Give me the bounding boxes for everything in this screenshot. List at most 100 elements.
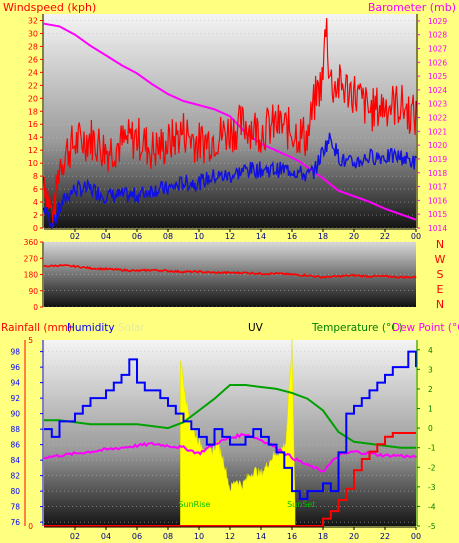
- winddir-tick-label: 360: [24, 238, 39, 247]
- wind-x-tick-label: 02: [70, 232, 80, 241]
- humidity-tick-label: 80: [10, 487, 20, 496]
- windspeed-tick-label: 2: [33, 211, 38, 220]
- barometer-tick-label: 1027: [428, 45, 447, 54]
- windspeed-tick-label: 6: [33, 185, 38, 194]
- windspeed-tick-label: 10: [28, 159, 38, 168]
- windspeed-tick-label: 28: [28, 42, 38, 51]
- temperature-legend: Temperature (°C): [311, 322, 403, 334]
- barometer-tick-label: 1015: [428, 210, 447, 219]
- compass-label: E: [437, 283, 444, 296]
- humidity-temp-chart: SunRise SunSet 76 78 80 82 84 86 88 90 92 94 96 98 0…: [1, 322, 459, 541]
- wind-x-tick-label: 10: [194, 232, 204, 241]
- barometer-axis: 1014 1015 1016 1017 1018 1019 1020 1021 1022 1023…: [416, 14, 447, 233]
- wind-x-tick-label: 12: [225, 232, 235, 241]
- sunrise-label: SunRise: [178, 500, 210, 509]
- humidity-x-tick-label: 00: [411, 532, 421, 541]
- rainfall-line: [44, 432, 416, 527]
- temperature-tick-label: 2: [428, 385, 433, 394]
- winddir-tick-label: 270: [24, 254, 39, 263]
- compass-label: N: [436, 238, 444, 251]
- wind-x-tick-label: 22: [380, 232, 390, 241]
- dewpoint-legend: Dew Point (°C): [392, 322, 459, 334]
- barometer-tick-label: 1020: [428, 141, 447, 150]
- humidity-tick-label: 88: [10, 425, 20, 434]
- temperature-tick-label: -4: [428, 502, 436, 511]
- humidity-tick-label: 84: [10, 456, 20, 465]
- humidity-tick-label: 94: [10, 379, 20, 388]
- temperature-tick-label: 0: [428, 424, 433, 433]
- barometer-tick-label: 1018: [428, 169, 447, 178]
- temperature-tick-label: -5: [428, 522, 436, 531]
- humidity-x-tick-label: 08: [163, 532, 173, 541]
- humidity-x-tick-label: 16: [287, 532, 297, 541]
- wind-x-tick-label: 00: [411, 232, 421, 241]
- barometer-tick-label: 1022: [428, 114, 447, 123]
- wind-x-tick-label: 14: [256, 232, 266, 241]
- humidity-x-tick-label: 12: [225, 532, 235, 541]
- windspeed-tick-label: 12: [28, 146, 38, 155]
- humidity-x-tick-label: 02: [70, 532, 80, 541]
- winddir-series: [43, 263, 417, 280]
- humidity-tick-label: 82: [10, 472, 20, 481]
- rainfall-axis: 05: [24, 336, 33, 531]
- solar-series: SunRise SunSet: [178, 339, 315, 527]
- compass-label: S: [437, 268, 444, 281]
- winddir-tick-label: 180: [24, 271, 39, 280]
- temperature-axis: -5 -4 -3 -2 -1 0 1 2 3 4: [416, 340, 436, 531]
- wind-plot-area: [44, 14, 416, 228]
- barometer-tick-label: 1024: [428, 86, 447, 95]
- humidity-series: [43, 350, 417, 527]
- humidity-line: [44, 350, 417, 500]
- compass-label: N: [436, 298, 444, 311]
- solar-legend: Solar: [118, 322, 145, 334]
- windspeed-tick-label: 16: [28, 120, 38, 129]
- barometer-tick-label: 1016: [428, 196, 447, 205]
- humidity-tick-label: 92: [10, 394, 20, 403]
- winddir-line: [43, 263, 417, 280]
- rainfall-legend: Rainfall (mm): [1, 322, 72, 334]
- wind-x-axis: 02 04 06 08 10 12 14 16 18 20 22 00: [44, 228, 421, 241]
- uv-legend: UV: [248, 322, 264, 334]
- humidity-tick-label: 76: [10, 518, 20, 527]
- barometer-tick-label: 1028: [428, 31, 447, 40]
- windspeed-average-line: [43, 132, 417, 230]
- temperature-line: [44, 384, 416, 449]
- windspeed-tick-label: 4: [33, 198, 38, 207]
- humidity-x-tick-label: 10: [194, 532, 204, 541]
- barometer-tick-label: 1023: [428, 100, 447, 109]
- wind-series: [43, 17, 417, 230]
- humidity-x-axis: 02 04 06 08 10 12 14 16 18 20 22 00: [44, 526, 421, 541]
- winddir-axis: 0 90 180 270 360: [24, 238, 44, 312]
- humidity-tick-label: 78: [10, 503, 20, 512]
- humidity-tick-label: 90: [10, 410, 20, 419]
- humidity-x-tick-label: 18: [318, 532, 328, 541]
- windspeed-legend: Windspeed (kph): [3, 1, 96, 14]
- temperature-tick-label: -3: [428, 483, 436, 492]
- barometer-tick-label: 1026: [428, 58, 447, 67]
- wind-x-tick-label: 06: [132, 232, 142, 241]
- windspeed-tick-label: 0: [33, 224, 38, 233]
- temperature-tick-label: -1: [428, 444, 436, 453]
- windspeed-tick-label: 22: [28, 81, 38, 90]
- humidity-tick-label: 98: [10, 348, 20, 357]
- humidity-x-tick-label: 06: [132, 532, 142, 541]
- compass-label: W: [435, 253, 446, 266]
- humidity-tick-label: 86: [10, 441, 20, 450]
- wind-x-tick-label: 20: [349, 232, 359, 241]
- barometer-tick-label: 1017: [428, 183, 447, 192]
- windspeed-tick-label: 32: [28, 16, 38, 25]
- wind-x-tick-label: 04: [101, 232, 111, 241]
- humidity-x-tick-label: 22: [380, 532, 390, 541]
- humidity-tick-label: 96: [10, 363, 20, 372]
- humidity-x-tick-label: 20: [349, 532, 359, 541]
- temperature-tick-label: -2: [428, 463, 436, 472]
- humidity-legend: Humidity: [67, 322, 115, 334]
- windspeed-tick-label: 26: [28, 55, 38, 64]
- humidity-x-tick-label: 04: [101, 532, 111, 541]
- rainfall-tick-label: 5: [28, 336, 33, 345]
- windspeed-tick-label: 18: [28, 107, 38, 116]
- winddir-tick-label: 0: [33, 303, 38, 312]
- windspeed-gust-line: [43, 17, 417, 229]
